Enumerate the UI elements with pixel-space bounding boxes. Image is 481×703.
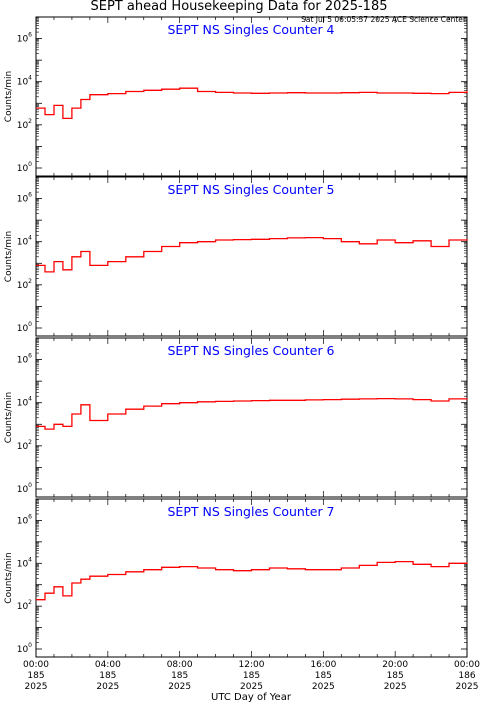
- y-tick-label: 104: [17, 235, 32, 248]
- series-line: [36, 236, 468, 273]
- y-tick-label: 104: [17, 556, 32, 569]
- y-tick-label: 104: [17, 75, 32, 88]
- x-tick-label: 2025: [456, 682, 479, 692]
- x-tick-label: 08:00: [167, 660, 193, 670]
- x-tick-label: 2025: [240, 682, 263, 692]
- y-axis-label: Counts/min: [4, 392, 14, 443]
- y-tick-label: 102: [17, 118, 32, 131]
- y-tick-label: 104: [17, 396, 32, 409]
- y-tick-label: 100: [17, 321, 32, 334]
- series-line: [36, 87, 468, 120]
- x-axis-tick-labels: 00:00185202504:00185202508:00185202512:0…: [23, 660, 480, 692]
- series-line: [36, 397, 468, 430]
- panel-frame: [35, 16, 468, 177]
- x-tick-label: 185: [387, 671, 404, 681]
- panel-frame: [35, 337, 468, 498]
- chart-panel-1: 100 102 104 106 Counts/min SEPT NS Singles Co…: [4, 16, 468, 177]
- x-tick-label: 16:00: [310, 660, 336, 670]
- x-tick-label: 00:00: [23, 660, 49, 670]
- chart-panel-2: 100 102 104 106 Counts/min SEPT NS Singles Co…: [4, 176, 468, 337]
- x-tick-label: 185: [315, 671, 332, 681]
- x-tick-label: 185: [243, 671, 260, 681]
- x-tick-label: 185: [99, 671, 116, 681]
- panel-title: SEPT NS Singles Counter 6: [167, 343, 334, 358]
- y-tick-label: 100: [17, 642, 32, 655]
- x-tick-label: 2025: [384, 682, 407, 692]
- y-tick-label: 102: [17, 439, 32, 452]
- y-axis-label: Counts/min: [4, 71, 14, 122]
- x-tick-label: 186: [458, 671, 475, 681]
- y-tick-label: 100: [17, 161, 32, 174]
- x-axis-label: UTC Day of Year: [211, 692, 292, 703]
- y-tick-label: 102: [17, 599, 32, 612]
- y-tick-label: 100: [17, 482, 32, 495]
- x-tick-label: 04:00: [95, 660, 121, 670]
- chart-panel-3: 100 102 104 106 Counts/min SEPT NS Singles Co…: [4, 337, 468, 498]
- y-tick-label: 106: [17, 32, 32, 45]
- x-tick-label: 2025: [96, 682, 119, 692]
- panel-frame: [35, 498, 468, 658]
- y-axis-label: Counts/min: [4, 231, 14, 282]
- y-tick-label: 106: [17, 192, 32, 205]
- y-axis-label: Counts/min: [4, 552, 14, 603]
- panel-title: SEPT NS Singles Counter 5: [167, 182, 334, 197]
- y-tick-label: 106: [17, 353, 32, 366]
- y-tick-label: 106: [17, 513, 32, 526]
- panel-title: SEPT NS Singles Counter 4: [167, 22, 334, 37]
- panel-title: SEPT NS Singles Counter 7: [167, 504, 334, 519]
- x-tick-label: 2025: [168, 682, 191, 692]
- series-line: [36, 560, 468, 601]
- chart-panel-4: 100 102 104 106 Counts/min SEPT NS Singles Co…: [4, 498, 468, 658]
- x-tick-label: 185: [171, 671, 188, 681]
- y-tick-label: 102: [17, 278, 32, 291]
- x-tick-label: 2025: [312, 682, 335, 692]
- x-tick-label: 12:00: [239, 660, 265, 670]
- x-tick-label: 20:00: [382, 660, 408, 670]
- panel-frame: [35, 176, 468, 337]
- timestamp-label: Sat Jul 5 06:05:37 2025 ACE Science Cent…: [301, 15, 467, 24]
- x-tick-label: 00:00: [454, 660, 480, 670]
- x-tick-label: 185: [27, 671, 44, 681]
- x-tick-label: 2025: [25, 682, 48, 692]
- figure-title: SEPT ahead Housekeeping Data for 2025-18…: [91, 0, 388, 14]
